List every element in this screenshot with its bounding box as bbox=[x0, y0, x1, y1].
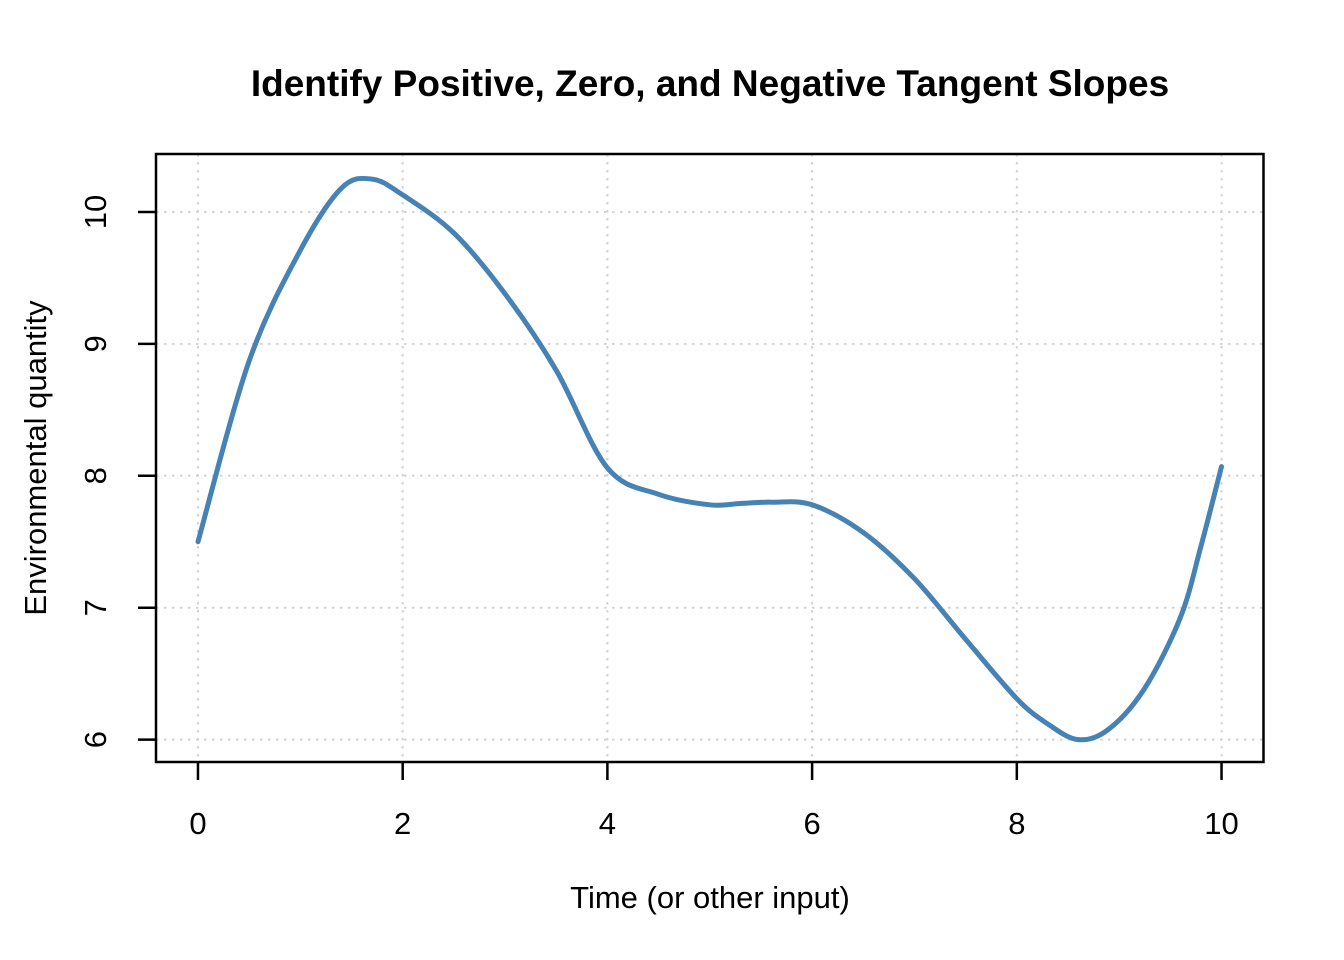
y-tick-label: 9 bbox=[78, 335, 113, 352]
grid-layer bbox=[156, 154, 1264, 762]
x-tick-label: 6 bbox=[803, 806, 820, 841]
plot-border bbox=[154, 152, 1265, 764]
chart-title: Identify Positive, Zero, and Negative Ta… bbox=[251, 63, 1169, 104]
y-tick-label: 7 bbox=[78, 599, 113, 616]
y-axis-label: Environmental quantity bbox=[18, 300, 53, 616]
curve-layer bbox=[195, 175, 1224, 743]
y-tick-label: 10 bbox=[78, 195, 113, 229]
x-tick-label: 8 bbox=[1008, 806, 1025, 841]
x-tick-label: 2 bbox=[394, 806, 411, 841]
y-tick-label: 6 bbox=[78, 731, 113, 748]
environmental-quantity-curve bbox=[195, 175, 1224, 743]
x-tick-label: 10 bbox=[1204, 806, 1238, 841]
axis-layer: 0 2 4 6 8 10 6 7 8 9 10 bbox=[78, 152, 1265, 841]
x-tick-label: 4 bbox=[599, 806, 616, 841]
x-tick-label: 0 bbox=[189, 806, 206, 841]
y-tick-label: 8 bbox=[78, 467, 113, 484]
x-axis-label: Time (or other input) bbox=[570, 880, 850, 915]
